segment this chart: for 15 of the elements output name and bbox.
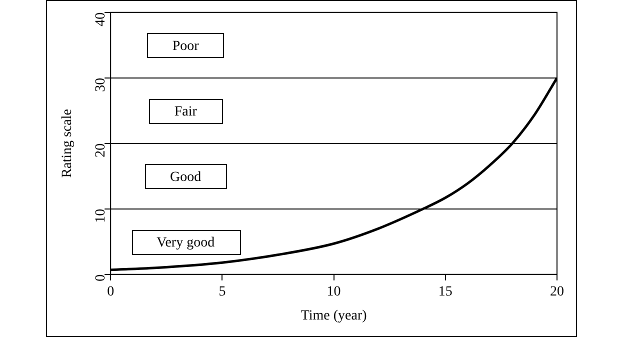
y-tick-label: 40 — [93, 12, 108, 26]
x-axis-title: Time (year) — [300, 308, 368, 324]
x-tick-label: 5 — [218, 284, 226, 300]
x-tick-label: 15 — [438, 284, 452, 300]
annotation: Very good — [156, 235, 215, 250]
annotation: Good — [170, 170, 202, 185]
y-tick-label: 30 — [93, 78, 108, 92]
x-tick-label: 20 — [550, 284, 564, 300]
y-tick-label: 20 — [93, 143, 108, 158]
x-tick-label: 10 — [326, 284, 341, 300]
annotation: Fair — [174, 104, 198, 120]
y-axis-title: Rating scale — [60, 108, 76, 178]
y-tick-label: 10 — [93, 208, 108, 223]
annotation: Poor — [172, 38, 200, 54]
y-tick-label: 0 — [93, 274, 108, 282]
